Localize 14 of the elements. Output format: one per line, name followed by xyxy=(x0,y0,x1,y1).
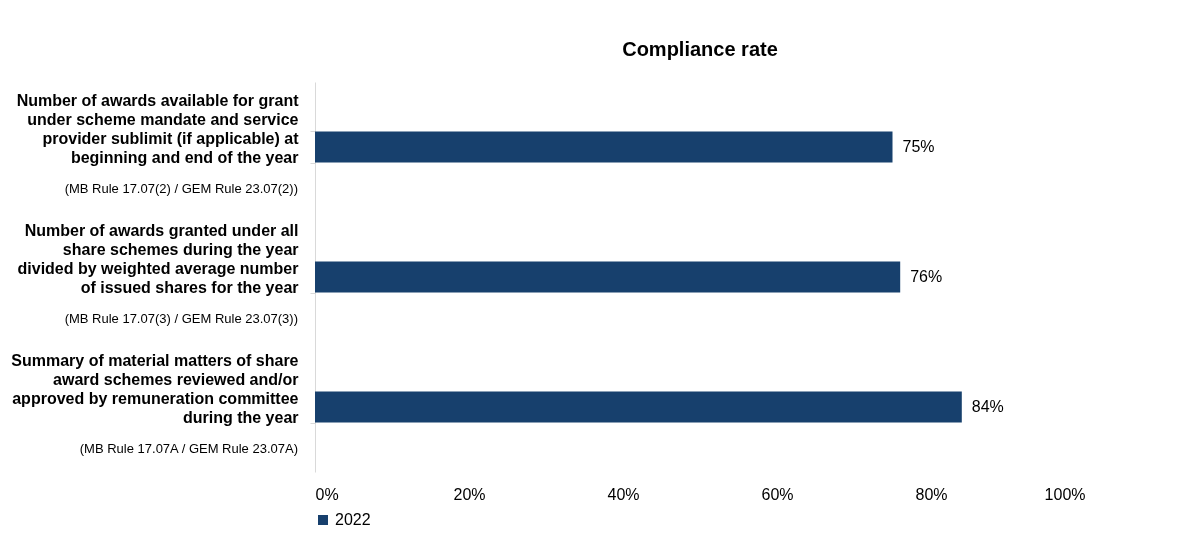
data-label: 75% xyxy=(902,138,935,155)
x-tick-label: 60% xyxy=(761,485,794,503)
x-tick-label: 20% xyxy=(453,485,486,503)
x-tick-label: 100% xyxy=(1044,485,1086,503)
data-label: 84% xyxy=(971,398,1004,415)
category-label: Summary of material matters of share award schemes reviewed and/or approved by remuneration committee during the year (MB Rule 17.07A / GEM Rule 23.07A) xyxy=(11,351,299,456)
category-label: Number of awards granted under all share schemes during the year divided by weighted average number of issued shares for the year (MB Rule 17.07(3) / GEM Rule 23.07(3)) xyxy=(17,221,299,326)
x-tick-label: 0% xyxy=(315,485,339,503)
data-label: 76% xyxy=(910,268,943,285)
chart-title: Compliance rate xyxy=(622,38,778,60)
x-tick-label: 40% xyxy=(607,485,640,503)
category-label: Number of awards available for grant under scheme mandate and service provider sublimit (if applicable) at beginning and end of the year (MB Rule 17.07(2) / GEM Rule 23.07(2)) xyxy=(16,91,299,196)
x-tick-label: 80% xyxy=(915,485,948,503)
legend-label: 2022 xyxy=(335,511,371,528)
